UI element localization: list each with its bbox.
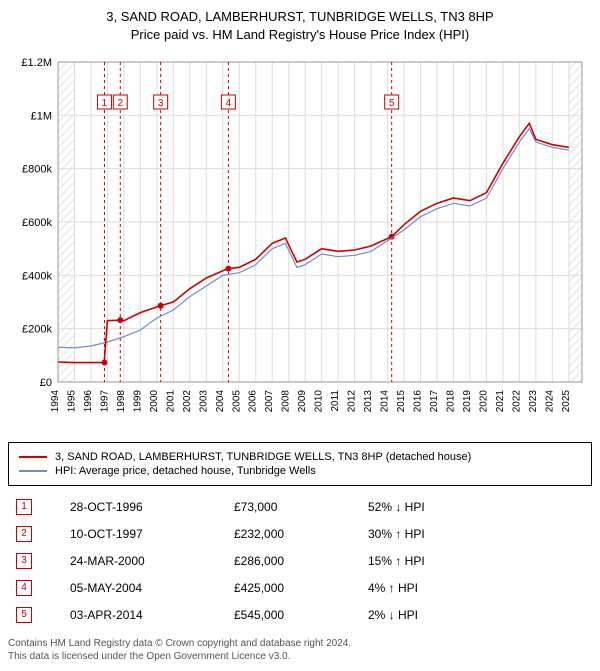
svg-text:1998: 1998 [116, 390, 127, 413]
legend: 3, SAND ROAD, LAMBERHURST, TUNBRIDGE WEL… [8, 442, 592, 486]
event-date: 24-MAR-2000 [64, 548, 226, 573]
event-row: 5 03-APR-2014£545,0002% ↓ HPI [10, 602, 590, 627]
svg-text:2: 2 [118, 98, 124, 109]
event-date: 03-APR-2014 [64, 602, 226, 627]
footer-line1: Contains HM Land Registry data © Crown c… [8, 637, 592, 650]
svg-text:2001: 2001 [165, 390, 176, 413]
event-diff: 4% ↑ HPI [362, 575, 590, 600]
svg-text:1: 1 [102, 98, 108, 109]
svg-text:1994: 1994 [50, 390, 61, 413]
svg-text:1997: 1997 [99, 390, 110, 413]
legend-swatch-hpi [19, 470, 47, 472]
svg-text:2016: 2016 [413, 390, 424, 413]
svg-text:2014: 2014 [380, 390, 391, 413]
svg-text:1996: 1996 [83, 390, 94, 413]
svg-text:1999: 1999 [132, 390, 143, 413]
footer-line2: This data is licensed under the Open Gov… [8, 650, 592, 663]
svg-text:£1M: £1M [31, 111, 52, 123]
svg-text:2018: 2018 [445, 390, 456, 413]
legend-row-property: 3, SAND ROAD, LAMBERHURST, TUNBRIDGE WEL… [19, 451, 581, 463]
legend-row-hpi: HPI: Average price, detached house, Tunb… [19, 465, 581, 477]
svg-text:2005: 2005 [231, 390, 242, 413]
event-marker: 5 [16, 607, 32, 623]
svg-text:2024: 2024 [544, 390, 555, 413]
svg-text:2010: 2010 [314, 390, 325, 413]
svg-text:£1.2M: £1.2M [21, 57, 52, 69]
legend-label-property: 3, SAND ROAD, LAMBERHURST, TUNBRIDGE WEL… [55, 451, 471, 463]
title-line2: Price paid vs. HM Land Registry's House … [8, 26, 592, 44]
event-price: £73,000 [228, 494, 360, 519]
event-row: 3 24-MAR-2000£286,00015% ↑ HPI [10, 548, 590, 573]
svg-text:5: 5 [389, 98, 395, 109]
svg-text:1995: 1995 [66, 390, 77, 413]
event-price: £232,000 [228, 521, 360, 546]
event-diff: 2% ↓ HPI [362, 602, 590, 627]
event-diff: 52% ↓ HPI [362, 494, 590, 519]
svg-text:2021: 2021 [495, 390, 506, 413]
svg-text:2022: 2022 [511, 390, 522, 413]
svg-text:2025: 2025 [561, 390, 572, 413]
event-marker: 2 [16, 526, 32, 542]
svg-text:2013: 2013 [363, 390, 374, 413]
title-line1: 3, SAND ROAD, LAMBERHURST, TUNBRIDGE WEL… [8, 8, 592, 26]
svg-text:2011: 2011 [330, 390, 341, 412]
events-table: 128-OCT-1996£73,00052% ↓ HPI210-OCT-1997… [8, 492, 592, 629]
svg-text:2017: 2017 [429, 390, 440, 413]
legend-swatch-property [19, 456, 47, 458]
event-marker: 1 [16, 499, 32, 515]
event-marker: 3 [16, 553, 32, 569]
event-date: 10-OCT-1997 [64, 521, 226, 546]
svg-text:2002: 2002 [182, 390, 193, 413]
event-row: 4 05-MAY-2004£425,0004% ↑ HPI [10, 575, 590, 600]
svg-text:2008: 2008 [281, 390, 292, 413]
svg-text:2015: 2015 [396, 390, 407, 413]
svg-text:2023: 2023 [528, 390, 539, 413]
event-row: 1 28-OCT-1996£73,00052% ↓ HPI [10, 494, 590, 519]
svg-text:2012: 2012 [347, 390, 358, 413]
event-price: £425,000 [228, 575, 360, 600]
svg-text:3: 3 [158, 98, 164, 109]
svg-text:£400k: £400k [22, 271, 52, 283]
event-date: 28-OCT-1996 [64, 494, 226, 519]
svg-text:£600k: £600k [22, 217, 52, 229]
legend-label-hpi: HPI: Average price, detached house, Tunb… [55, 465, 316, 477]
svg-text:2000: 2000 [149, 390, 160, 413]
event-date: 05-MAY-2004 [64, 575, 226, 600]
svg-text:£200k: £200k [22, 324, 52, 336]
svg-text:£800k: £800k [22, 164, 52, 176]
svg-text:2006: 2006 [248, 390, 259, 413]
price-chart: £0 £200k £400k £600k £800k £1M £1.2M 1994 1995 19… [8, 52, 592, 432]
svg-text:4: 4 [226, 98, 232, 109]
svg-text:2009: 2009 [297, 390, 308, 413]
chart-title: 3, SAND ROAD, LAMBERHURST, TUNBRIDGE WEL… [8, 8, 592, 44]
svg-text:£0: £0 [40, 377, 52, 389]
svg-text:2003: 2003 [198, 390, 209, 413]
svg-text:2007: 2007 [264, 390, 275, 413]
svg-text:2020: 2020 [478, 390, 489, 413]
event-diff: 30% ↑ HPI [362, 521, 590, 546]
footer: Contains HM Land Registry data © Crown c… [8, 637, 592, 663]
event-price: £286,000 [228, 548, 360, 573]
svg-text:2004: 2004 [215, 390, 226, 413]
event-marker: 4 [16, 580, 32, 596]
event-price: £545,000 [228, 602, 360, 627]
event-diff: 15% ↑ HPI [362, 548, 590, 573]
svg-text:2019: 2019 [462, 390, 473, 413]
event-row: 2 10-OCT-1997£232,00030% ↑ HPI [10, 521, 590, 546]
